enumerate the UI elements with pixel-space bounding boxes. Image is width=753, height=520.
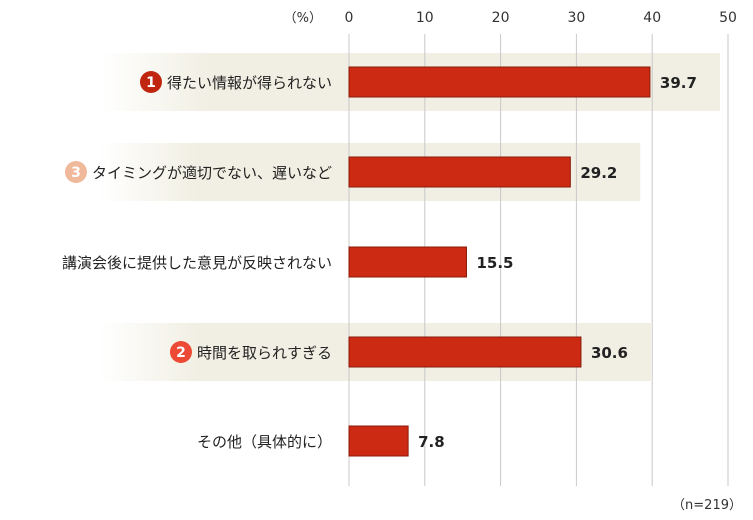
x-tick-label-10: 10 (416, 10, 434, 26)
sample-size-note: （n=219） (672, 498, 742, 513)
value-label-5: 7.8 (418, 433, 445, 451)
category-label-4: 時間を取られすぎる (197, 344, 332, 362)
rank-badge-number-3: 3 (71, 165, 81, 181)
rank-badge-number-1: 1 (146, 75, 156, 91)
x-tick-label-40: 40 (643, 10, 661, 26)
rank-badge-number-2: 2 (176, 345, 186, 361)
category-label-5: その他（具体的に） (197, 433, 332, 451)
highlight-bands (100, 53, 720, 381)
bar-3 (348, 246, 467, 278)
x-tick-label-50: 50 (719, 10, 737, 26)
bars: 39.7 29.2 15.5 30.6 7.8 (348, 66, 697, 457)
category-label-3: 講演会後に提供した意見が反映されない (62, 254, 332, 272)
x-tick-labels: 0 10 20 30 40 50 (345, 10, 737, 26)
value-label-1: 39.7 (660, 74, 697, 92)
bar-5 (348, 425, 409, 457)
value-label-2: 29.2 (580, 164, 617, 182)
x-tick-label-20: 20 (492, 10, 510, 26)
category-label-1: 得たい情報が得られない (167, 74, 332, 92)
category-label-2: タイミングが適切でない、遅いなど (92, 164, 332, 182)
grid-lines (348, 34, 729, 486)
rank-badge-1 (139, 71, 162, 93)
x-tick-label-30: 30 (567, 10, 585, 26)
rank-badge-2 (169, 341, 192, 363)
rank-badge-3 (64, 161, 87, 183)
bar-4 (348, 336, 582, 368)
axis-unit-label: （%） (284, 11, 322, 26)
x-tick-label-0: 0 (345, 10, 354, 26)
bar-2 (348, 156, 571, 188)
value-label-3: 15.5 (476, 254, 513, 272)
value-label-4: 30.6 (591, 344, 628, 362)
bar-1 (348, 66, 651, 98)
category-labels: 得たい情報が得られない 1 タイミングが適切でない、遅いなど 3 講演会後に提供した意見… (62, 71, 332, 451)
